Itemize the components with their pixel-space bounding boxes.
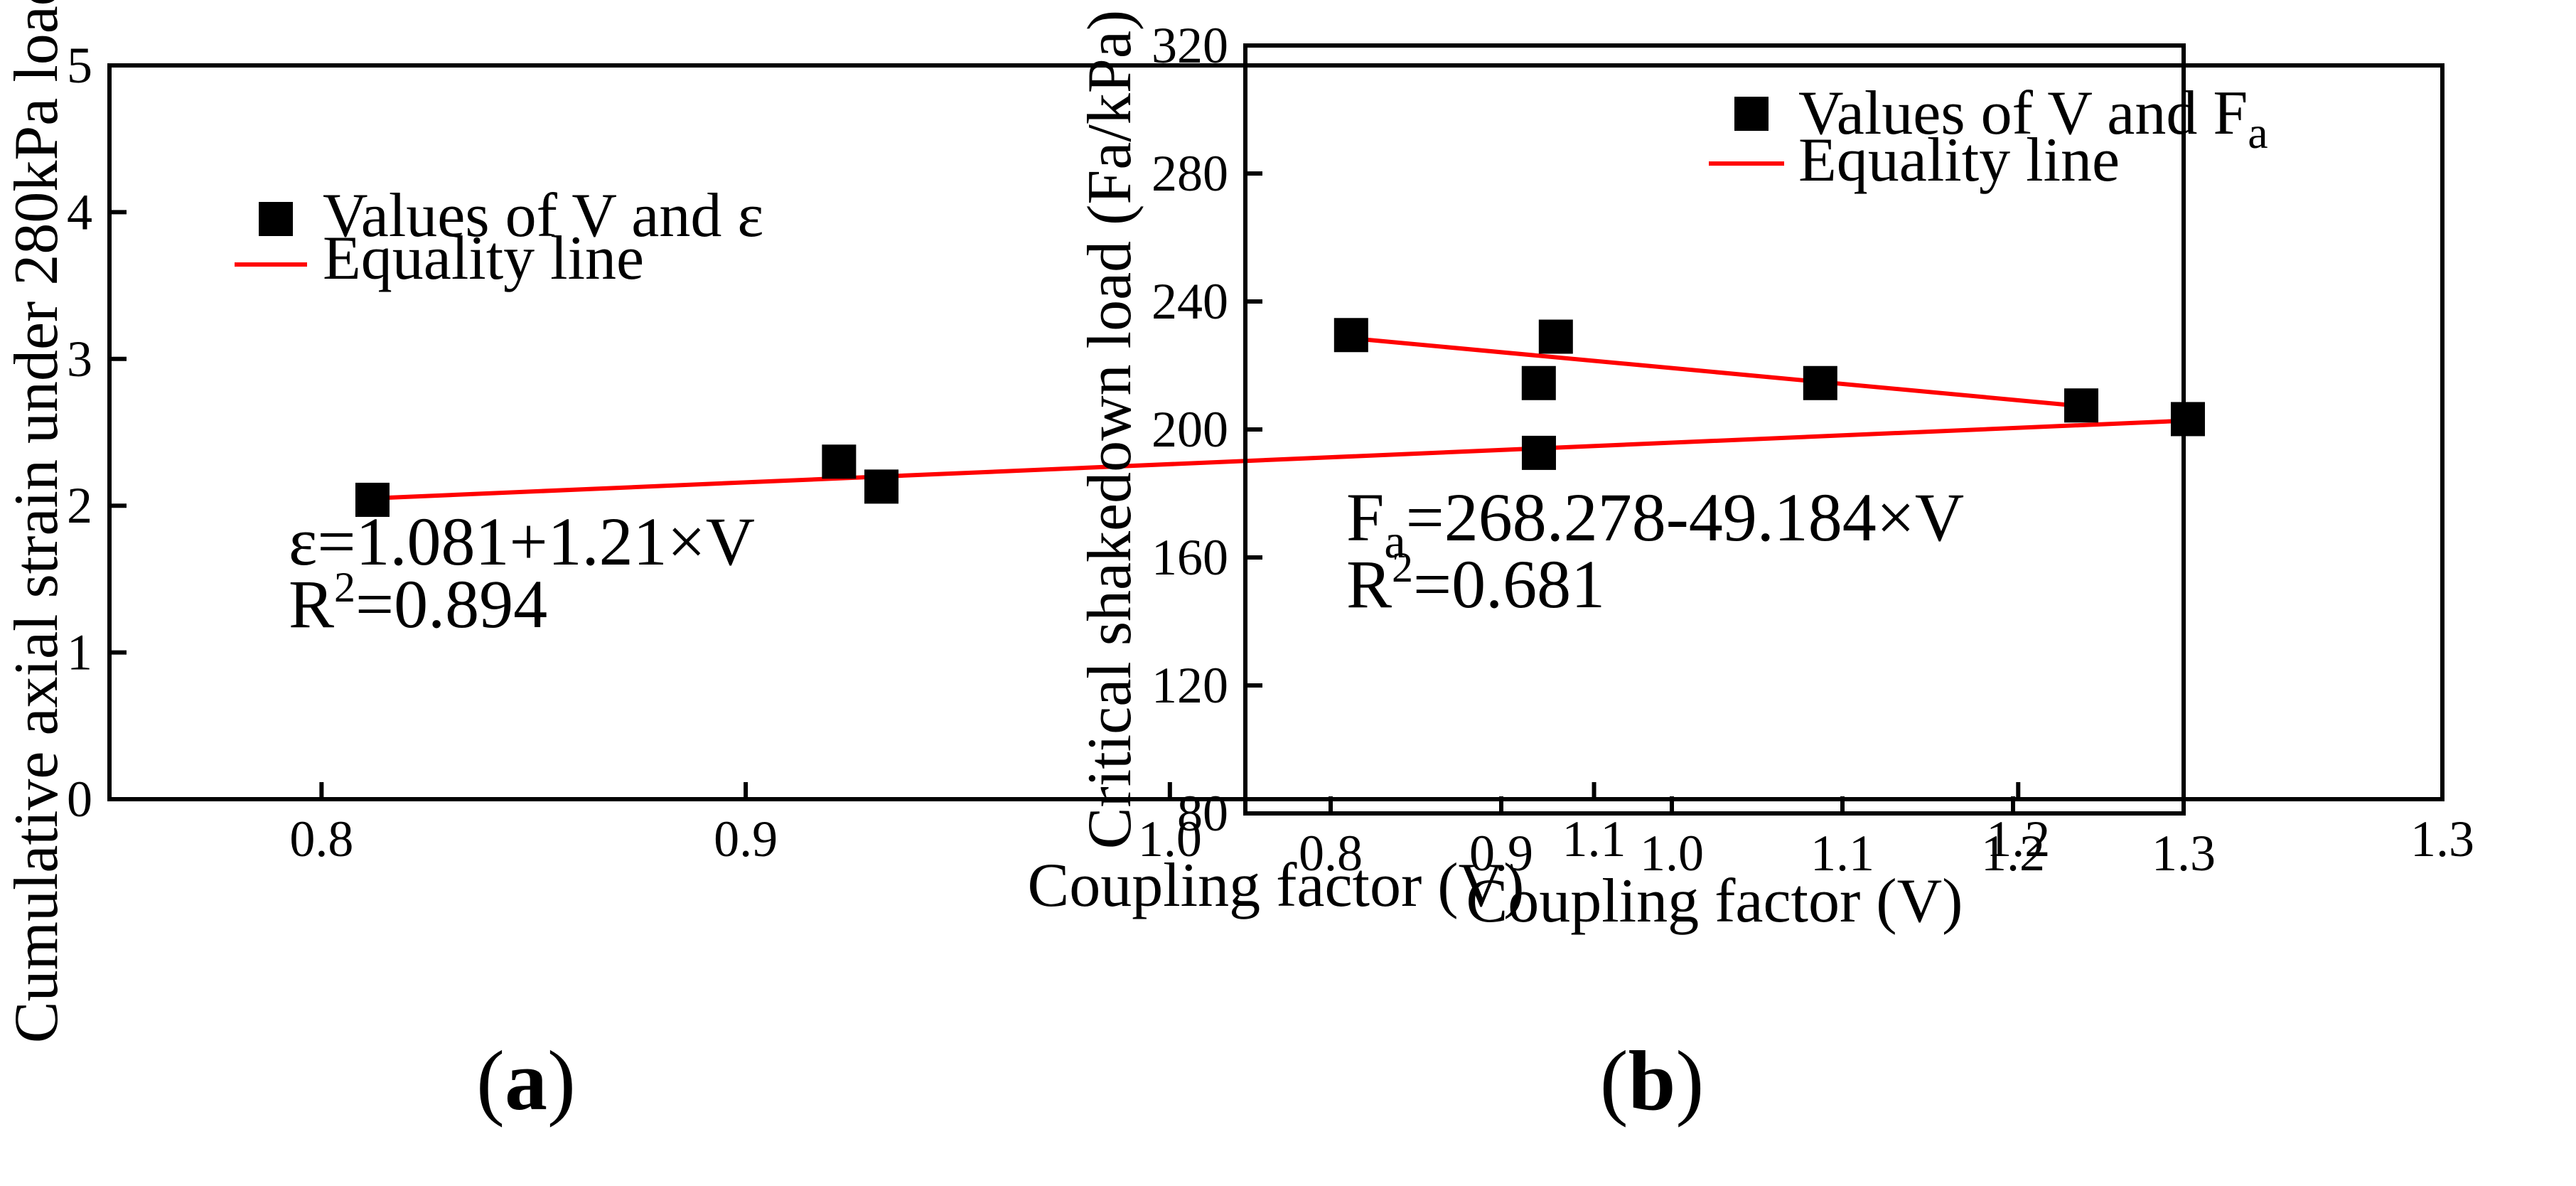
r-squared-b: R2=0.681 [1346, 544, 1605, 622]
y-tick-label: 2 [67, 477, 92, 534]
y-tick-label: 280 [1152, 145, 1228, 202]
fit-line [372, 418, 2189, 501]
x-tick-label: 1.1 [1810, 825, 1874, 882]
y-tick-label: 3 [67, 331, 92, 388]
data-point [1538, 319, 1573, 354]
legend-label-line-b: Equality line [1798, 126, 2120, 195]
plot-frame-a [107, 63, 2444, 801]
y-tick-label: 160 [1152, 529, 1228, 586]
legend-label-points-a: Values of V and ε [323, 181, 763, 250]
legend-b: Values of V and Fa Equality line [1709, 79, 2268, 195]
x-tick-label: 1.1 [1562, 811, 1626, 867]
y-tick-label: 240 [1152, 273, 1228, 330]
data-point [864, 469, 899, 504]
fit-line [1351, 336, 2082, 409]
data-points-a [355, 402, 2205, 517]
x-tick-label: 1.0 [1640, 825, 1704, 882]
legend-label-points-b: Values of V and Fa [1798, 79, 2268, 158]
y-tick-label: 5 [67, 37, 92, 94]
y-tick-label: 0 [67, 771, 92, 828]
x-axis-ticks-a: 0.8 0.9 1.0 1.1 1.2 1.3 [289, 782, 2474, 867]
x-tick-label: 1.2 [1986, 811, 2050, 867]
y-tick-label: 200 [1152, 401, 1228, 458]
equality-line-a [372, 418, 2189, 501]
y-tick-label: 320 [1152, 17, 1228, 74]
chart-panel-b: 0.8 0.9 1.0 1.1 1.2 1.3 80120160200240280320 … [1075, 10, 2268, 1128]
panel-label-b: (b) [1600, 1033, 1705, 1128]
legend-marker-square-b [1734, 97, 1769, 131]
r-squared-a: R2=0.894 [289, 564, 547, 642]
panel-label-a: (a) [476, 1033, 576, 1128]
data-point [1521, 435, 1556, 470]
x-tick-label: 1.2 [1981, 825, 2045, 882]
data-point [1521, 365, 1556, 400]
data-point [355, 482, 390, 517]
y-axis-label-b: Critical shakedown load (Fa/kPa) [1075, 10, 1144, 849]
regression-equation-a: ε=1.081+1.21×V [289, 503, 755, 579]
x-tick-label: 0.8 [289, 811, 353, 867]
data-points-b [1333, 318, 2098, 423]
data-point [1803, 365, 1837, 400]
legend-label-line-a: Equality line [323, 224, 644, 293]
data-point [2064, 388, 2098, 423]
y-tick-label: 120 [1152, 657, 1228, 714]
x-axis-ticks-b: 0.8 0.9 1.0 1.1 1.2 1.3 [1299, 796, 2216, 882]
y-tick-label: 1 [67, 624, 92, 681]
equality-line-b [1351, 336, 2082, 409]
regression-equation-b: Fa=268.278-49.184×V [1346, 479, 1964, 568]
x-tick-label: 0.9 [714, 811, 778, 867]
y-axis-ticks-a: 0 1 2 3 4 5 [67, 37, 127, 828]
data-point [1333, 318, 1368, 353]
y-axis-label-a: Cumulative axial strain under 280kPa loa… [2, 0, 71, 1043]
y-axis-ticks-b: 80 120 160 200 240 280 320 [1152, 17, 1262, 842]
x-tick-label: 1.3 [2152, 825, 2216, 882]
data-point [2170, 402, 2205, 437]
x-tick-label: 1.3 [2410, 811, 2474, 867]
legend-a: Values of V and ε Equality line [235, 181, 763, 293]
x-tick-label: 1.0 [1138, 811, 1202, 867]
y-tick-label: 4 [67, 183, 92, 240]
regression-annotation-a: ε=1.081+1.21×V R2=0.894 [289, 503, 755, 642]
x-axis-label-b: Coupling factor (V) [1466, 867, 1963, 936]
data-point [822, 444, 857, 479]
legend-marker-square-a [259, 202, 293, 236]
regression-annotation-b: Fa=268.278-49.184×V R2=0.681 [1346, 479, 1964, 622]
x-axis-label-a: Coupling factor (V) [1028, 851, 1525, 920]
y-tick-label: 80 [1177, 785, 1228, 842]
x-tick-label: 0.9 [1469, 825, 1533, 882]
x-tick-label: 0.8 [1299, 825, 1363, 882]
